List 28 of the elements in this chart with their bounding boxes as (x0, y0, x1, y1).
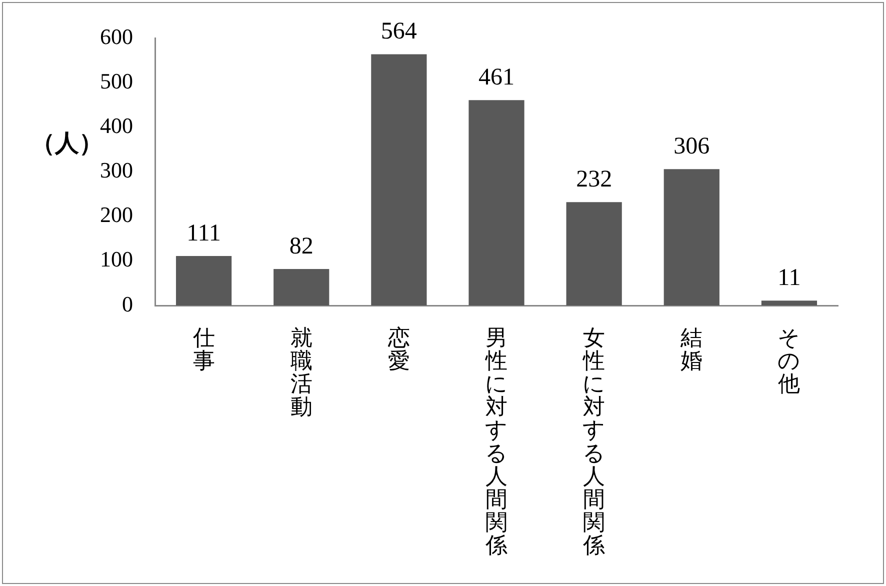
y-tick-label: 400 (100, 113, 133, 138)
bar (566, 202, 622, 306)
data-label: 111 (186, 220, 221, 246)
data-label: 306 (674, 133, 710, 160)
data-label: 232 (576, 166, 612, 192)
bar (761, 300, 818, 306)
y-tick-label: 500 (100, 68, 133, 94)
data-label: 82 (289, 233, 314, 260)
x-tick-label: 結婚 (680, 324, 703, 373)
bar (468, 100, 524, 306)
y-tick-label: 0 (122, 291, 133, 316)
category-label: 男性に対する人間関係 (485, 324, 508, 558)
bar (176, 256, 232, 306)
bar (274, 268, 330, 306)
category-label: 女性に対する人間関係 (582, 324, 606, 558)
bar (371, 54, 427, 306)
y-tick-label: 200 (100, 202, 133, 228)
y-tick-label: 100 (100, 246, 133, 272)
data-label: 461 (478, 64, 514, 90)
data-label: 564 (380, 18, 417, 45)
bar (664, 169, 720, 306)
y-tick-label: 600 (100, 24, 133, 49)
y-tick-label: 300 (100, 158, 133, 183)
x-tick-label: その他 (778, 324, 801, 396)
data-label: 11 (778, 264, 801, 291)
x-tick-label: 仕事 (192, 324, 215, 373)
x-tick-label: 就職活動 (290, 324, 312, 420)
x-tick-label: 恋愛 (386, 324, 410, 373)
